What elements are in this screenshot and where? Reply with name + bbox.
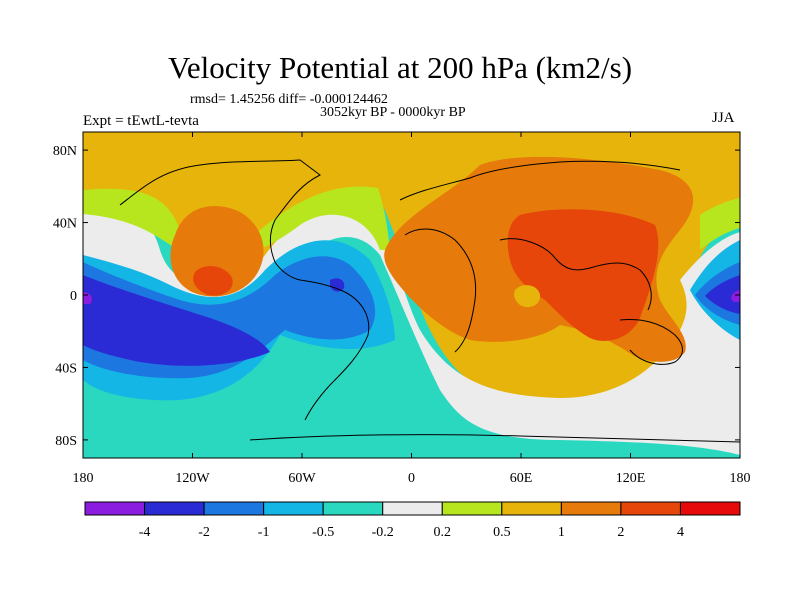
longitude-axis: 180 120W 60W 0 60E 120E 180 <box>73 132 751 486</box>
colorbar-swatch <box>322 501 384 516</box>
lat-tick-label: 80S <box>55 434 77 449</box>
colorbar-level-label: 2 <box>617 525 624 540</box>
colorbar-swatch <box>382 501 443 516</box>
lon-tick-label: 0 <box>408 471 415 486</box>
colorbar-swatch <box>84 501 146 516</box>
colorbar-swatch <box>620 501 681 516</box>
coastlines <box>119 159 740 443</box>
colorbar-level-label: -4 <box>139 525 151 540</box>
lon-tick-label: 180 <box>730 471 751 486</box>
colorbar-swatch <box>263 501 324 516</box>
lon-tick-label: 60E <box>510 471 533 486</box>
latitude-axis: 80N 40N 0 40S 80S <box>53 144 740 449</box>
colorbar-level-label: 4 <box>677 525 684 540</box>
colorbar-level-label: -1 <box>258 525 270 540</box>
lat-tick-label: 0 <box>70 289 77 304</box>
colorbar-level-label: 0.5 <box>493 525 511 540</box>
lon-tick-label: 60W <box>288 471 316 486</box>
colorbar-swatch <box>144 501 205 516</box>
lon-tick-label: 180 <box>73 471 94 486</box>
lat-tick-label: 80N <box>53 144 77 159</box>
time-period-label: 3052kyr BP - 0000kyr BP <box>320 105 466 120</box>
colorbar-swatch <box>679 501 741 516</box>
lat-tick-label: 40N <box>53 217 77 232</box>
colorbar-level-label: -0.2 <box>372 525 394 540</box>
colorbar-swatch <box>501 501 562 516</box>
lat-tick-label: 40S <box>55 361 77 376</box>
lon-tick-label: 120W <box>175 471 210 486</box>
experiment-label: Expt = tEwtL-tevta <box>83 113 199 129</box>
lon-tick-label: 120E <box>616 471 646 486</box>
colorbar-level-label: 0.2 <box>434 525 452 540</box>
colorbar-level-label: 1 <box>558 525 565 540</box>
contour-field <box>83 132 740 458</box>
colorbar-swatch <box>441 501 503 516</box>
chart-title: Velocity Potential at 200 hPa (km2/s) <box>167 50 633 85</box>
rmsd-diff-stats: rmsd= 1.45256 diff= -0.000124462 <box>190 92 388 107</box>
season-label: JJA <box>712 110 735 126</box>
colorbar: -4 -2 -1 -0.5 -0.2 0.2 0.5 1 2 4 <box>84 501 741 540</box>
colorbar-level-label: -0.5 <box>312 525 334 540</box>
colorbar-swatch <box>560 501 622 516</box>
colorbar-swatch <box>203 501 265 516</box>
colorbar-level-label: -2 <box>198 525 210 540</box>
